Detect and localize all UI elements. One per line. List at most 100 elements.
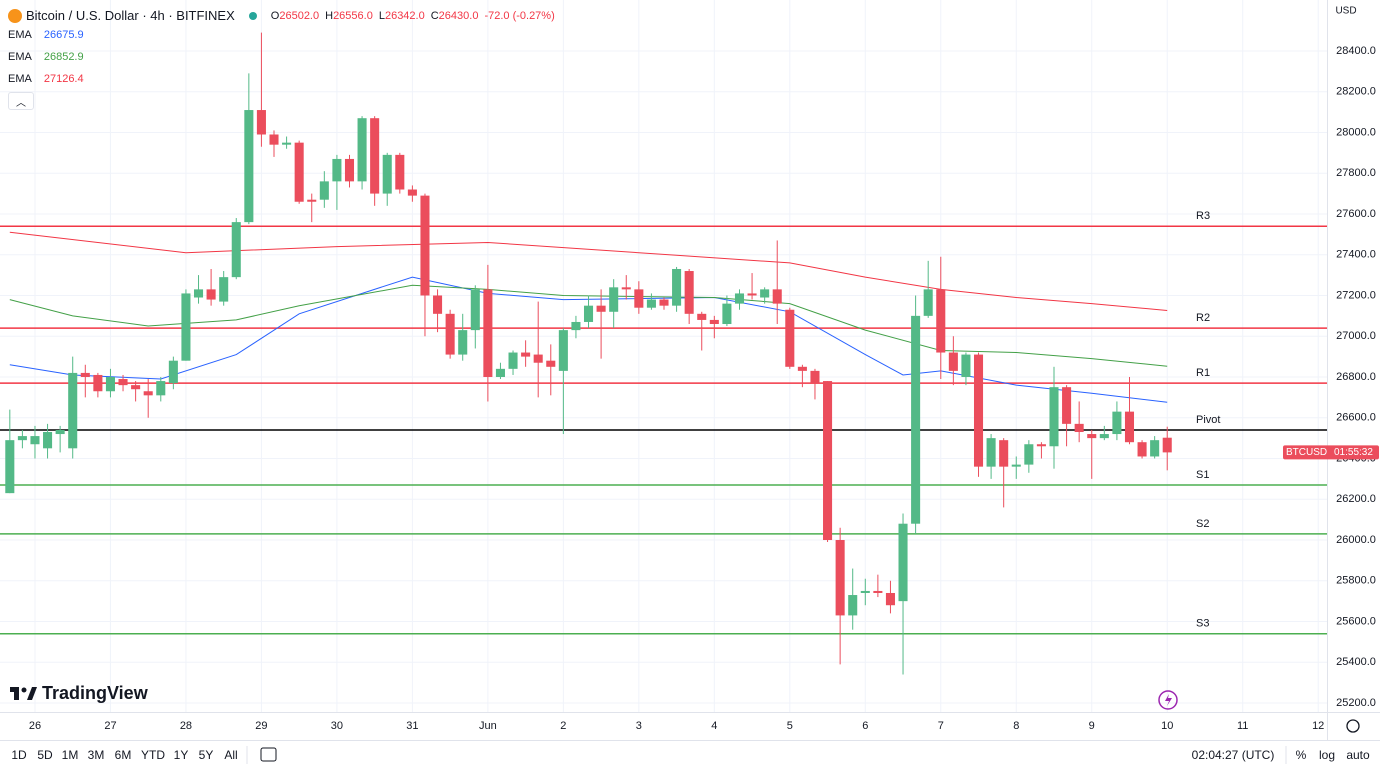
y-tick-label: 27000.0: [1336, 330, 1376, 342]
candle-body: [596, 305, 606, 312]
legend-item[interactable]: EMA 26675.9: [8, 29, 84, 41]
range-button[interactable]: 1Y: [173, 748, 189, 762]
x-tick-label: 9: [1089, 720, 1095, 732]
range-button[interactable]: 3M: [87, 748, 105, 762]
x-tick-label: 10: [1161, 720, 1173, 732]
range-button[interactable]: YTD: [141, 748, 165, 762]
candle-body: [395, 154, 405, 190]
scale-option[interactable]: auto: [1346, 748, 1370, 762]
candle-body: [797, 366, 807, 371]
candle-body: [760, 289, 770, 298]
candle-body: [1062, 387, 1072, 424]
toolbar-bg: [0, 740, 1380, 776]
ohlc-value: 26342.0: [384, 9, 425, 22]
range-button[interactable]: 1M: [61, 748, 79, 762]
candle-body: [546, 360, 556, 367]
ohlc-item: O26502.0: [271, 10, 319, 22]
candle-body: [420, 195, 430, 296]
legend-item[interactable]: EMA 27126.4: [8, 73, 84, 85]
candle-body: [307, 199, 317, 202]
x-tick-label: 11: [1237, 720, 1248, 732]
pivot-label: R1: [1196, 367, 1210, 379]
ohlc-label: H: [325, 9, 334, 22]
alert-icon[interactable]: [1158, 690, 1178, 710]
pivot-label: S3: [1196, 618, 1209, 630]
symbol[interactable]: Bitcoin / U.S. Dollar · 4h · BITFINEX: [26, 8, 235, 23]
x-tick-label: 5: [787, 720, 793, 732]
candle-body: [5, 440, 15, 494]
candle-body: [244, 110, 254, 223]
candle-body: [873, 590, 883, 593]
candle-body: [181, 293, 191, 361]
candle-body: [407, 189, 417, 196]
ohlc-label: L: [378, 9, 385, 22]
candle-body: [835, 540, 845, 616]
candle-body: [1124, 411, 1135, 443]
currency[interactable]: USD: [1335, 6, 1356, 17]
candle-body: [583, 305, 594, 322]
ohlc-item: H26556.0: [325, 10, 373, 22]
x-tick-label: 26: [29, 720, 41, 732]
candle-body: [118, 379, 128, 386]
candle-body: [1137, 442, 1147, 457]
candle-body: [860, 590, 870, 593]
x-tick-label: 4: [711, 720, 717, 732]
y-tick-label: 25800.0: [1336, 575, 1376, 587]
settings-icon[interactable]: [1346, 719, 1360, 733]
candle-body: [533, 354, 543, 363]
range-button[interactable]: All: [224, 748, 238, 762]
candle-body: [193, 289, 204, 298]
range-button[interactable]: 5Y: [198, 748, 214, 762]
scale-option[interactable]: %: [1295, 748, 1307, 762]
pivot-label: Pivot: [1196, 414, 1220, 426]
candle-body: [747, 293, 757, 296]
legend-value: 27126.4: [43, 73, 84, 85]
candle-body: [382, 154, 392, 194]
scale-option[interactable]: log: [1318, 748, 1336, 762]
alert-bolt: [1165, 694, 1172, 706]
range-button[interactable]: 1D: [11, 748, 27, 762]
logo-mark: [14, 687, 19, 700]
x-tick-label: 31: [406, 720, 418, 732]
clock[interactable]: 02:04:27 (UTC): [1191, 748, 1275, 762]
candle-body: [999, 440, 1009, 467]
price-label-bg: [1283, 445, 1379, 460]
legend-name: EMA: [8, 29, 32, 41]
x-tick-label: 3: [636, 720, 642, 732]
candle-body: [445, 313, 455, 355]
candle-body: [697, 313, 707, 320]
pivot-label: S2: [1196, 518, 1209, 530]
candle-body: [17, 436, 27, 441]
price-label-countdown: 01:55:32: [1334, 447, 1373, 458]
candle-body: [709, 319, 719, 325]
candle-body: [1162, 437, 1172, 453]
candle-body: [1112, 411, 1122, 435]
candle-body: [282, 142, 292, 145]
candle-body: [80, 372, 90, 377]
ohlc-value: 26430.0: [438, 9, 479, 22]
range-button[interactable]: 5D: [37, 748, 53, 762]
x-tick-label: 2: [560, 720, 566, 732]
candle-body: [973, 354, 984, 467]
range-button[interactable]: 6M: [114, 748, 132, 762]
candle-body: [131, 385, 141, 390]
calendar-icon[interactable]: [260, 747, 277, 762]
candle-body: [948, 352, 958, 371]
candle-body: [923, 289, 933, 316]
x-tick-label: 28: [180, 720, 192, 732]
logo-text[interactable]: TradingView: [42, 683, 149, 703]
legend-value: 26852.9: [43, 51, 84, 63]
y-tick-label: 28000.0: [1336, 126, 1376, 138]
symbol-icon: [8, 8, 22, 23]
candle-body: [521, 352, 531, 357]
candle-body: [231, 222, 241, 278]
legend-value: 26675.9: [43, 29, 84, 41]
collapse-button[interactable]: ︿: [8, 92, 34, 110]
candle-body: [848, 595, 858, 616]
candle-body: [1036, 444, 1046, 447]
candle-body: [219, 277, 229, 302]
y-tick-label: 26200.0: [1336, 493, 1376, 505]
candle-body: [659, 299, 669, 306]
legend-item[interactable]: EMA 26852.9: [8, 51, 84, 63]
